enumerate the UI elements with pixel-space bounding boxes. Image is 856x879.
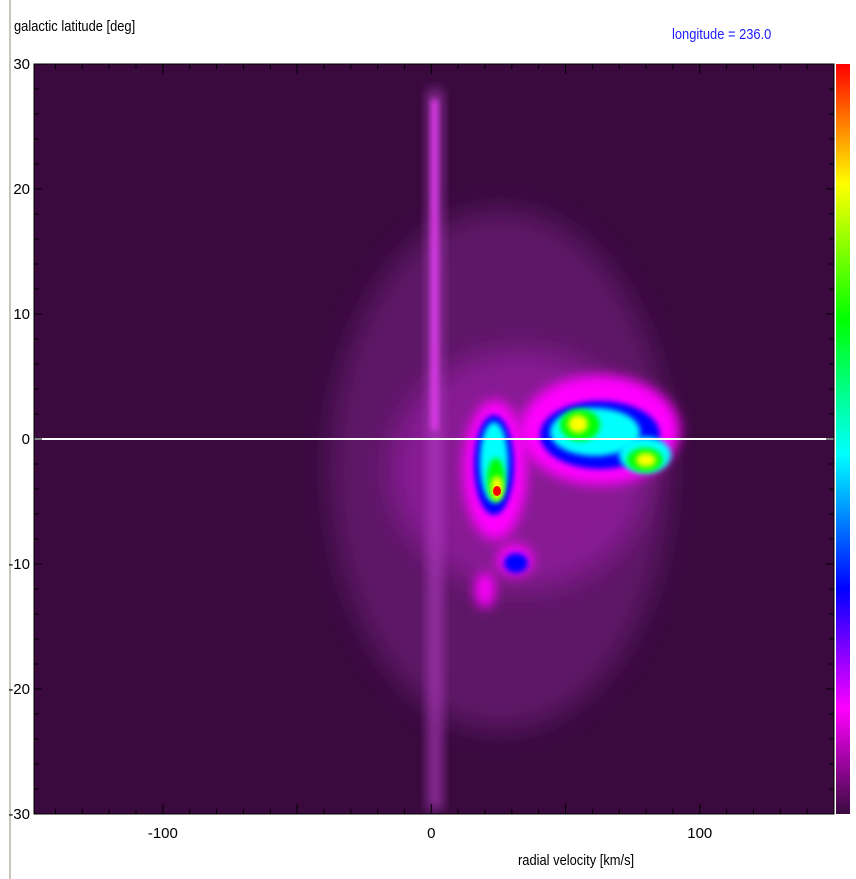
y-tick-label: 0 <box>22 431 30 448</box>
x-tick-label: 100 <box>687 825 712 842</box>
y-tick-label: 10 <box>13 306 30 323</box>
y-tick-labels: 30 20 10 0 -10 -20 -30 <box>8 56 30 823</box>
x-tick-label: 0 <box>427 825 435 842</box>
y-tick-label: -10 <box>8 556 30 573</box>
y-tick-label: 20 <box>13 181 30 198</box>
left-border-line <box>9 0 11 879</box>
colorbar <box>836 64 850 814</box>
cloud-blue-3 <box>504 553 528 573</box>
y-axis-label: galactic latitude [deg] <box>14 18 136 35</box>
axis-ticks <box>34 63 835 815</box>
ridge-bright <box>431 100 438 430</box>
y-tick-label: -20 <box>8 681 30 698</box>
cloud-yellow-3 <box>636 453 656 467</box>
emission-layer <box>330 90 680 810</box>
x-axis-label: radial velocity [km/s] <box>518 852 635 869</box>
x-tick-label: -100 <box>148 825 178 842</box>
cloud-red-peak <box>493 486 501 496</box>
y-tick-label: 30 <box>13 56 30 73</box>
cloud-yellow-2 <box>568 415 588 433</box>
longitude-annotation: longitude = 236.0 <box>672 26 772 43</box>
x-tick-labels: -100 0 100 <box>148 825 712 842</box>
cloud-halo-4 <box>475 572 495 608</box>
y-tick-label: -30 <box>8 806 30 823</box>
